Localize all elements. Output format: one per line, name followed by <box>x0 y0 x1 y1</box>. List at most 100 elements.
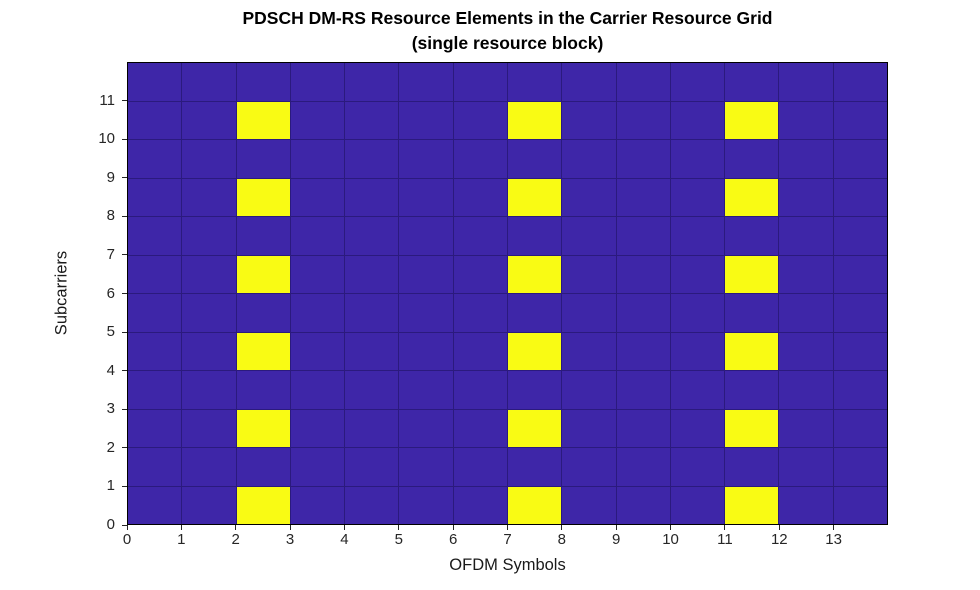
heatmap-cell <box>182 217 236 255</box>
heatmap-cell <box>182 63 236 101</box>
heatmap-cell <box>453 409 507 447</box>
heatmap-cell <box>182 371 236 409</box>
heatmap-cell <box>128 448 182 486</box>
heatmap-cell <box>833 294 887 332</box>
heatmap-cell <box>453 178 507 216</box>
dmrs-resource-element-cell <box>725 101 779 139</box>
heatmap-cell <box>670 409 725 447</box>
heatmap-cell <box>779 371 833 409</box>
y-tick-label: 0 <box>106 516 115 533</box>
heatmap-cell <box>399 371 453 409</box>
heatmap-cell <box>507 371 562 409</box>
heatmap-cell <box>399 63 453 101</box>
y-tick-label: 1 <box>106 477 115 495</box>
heatmap-cell <box>779 178 833 216</box>
heatmap-cell <box>399 294 453 332</box>
heatmap-cell <box>345 448 399 486</box>
heatmap-cell <box>562 371 616 409</box>
heatmap-cell <box>779 409 833 447</box>
heatmap-cell <box>345 409 399 447</box>
heatmap-cell <box>290 486 345 524</box>
heatmap-cell <box>725 63 779 101</box>
x-tick-mark <box>724 525 726 530</box>
heatmap-cell <box>128 255 182 293</box>
heatmap-cell <box>128 371 182 409</box>
x-tick-label: 7 <box>503 531 512 548</box>
y-tick-label: 4 <box>106 361 115 379</box>
heatmap-cell <box>670 332 725 370</box>
heatmap-cell <box>507 217 562 255</box>
heatmap-cell <box>833 101 887 139</box>
heatmap-cell <box>833 448 887 486</box>
x-tick-label: 6 <box>448 531 458 548</box>
x-tick-mark <box>235 525 237 530</box>
dmrs-resource-element-cell <box>507 255 562 293</box>
heatmap-cell <box>290 409 345 447</box>
heatmap-cell <box>399 448 453 486</box>
heatmap-cell <box>562 255 616 293</box>
y-tick-label: 6 <box>106 284 115 302</box>
heatmap-cell <box>616 409 670 447</box>
heatmap-cell <box>616 332 670 370</box>
heatmap-cell <box>616 371 670 409</box>
heatmap-cell <box>562 101 616 139</box>
heatmap-cell <box>562 217 616 255</box>
heatmap-cell <box>453 217 507 255</box>
heatmap-cell <box>290 294 345 332</box>
dmrs-resource-element-cell <box>725 409 779 447</box>
x-tick-mark <box>615 525 617 530</box>
x-tick-mark <box>180 525 182 530</box>
x-tick-labels: 0 1 2 3 4 5 6 7 8 9 10 11 12 13 <box>123 531 888 551</box>
dmrs-resource-element-cell <box>725 178 779 216</box>
heatmap-cell <box>616 294 670 332</box>
heatmap-cell <box>182 178 236 216</box>
heatmap-cell <box>345 178 399 216</box>
heatmap-cell <box>345 332 399 370</box>
heatmap-cell <box>670 140 725 178</box>
heatmap-cell <box>725 140 779 178</box>
heatmap-cell <box>236 294 290 332</box>
heatmap-cell <box>670 101 725 139</box>
heatmap-cell <box>128 63 182 101</box>
heatmap-cell <box>453 332 507 370</box>
heatmap-cell <box>670 486 725 524</box>
x-tick-label: 12 <box>770 531 788 548</box>
heatmap-cell <box>833 486 887 524</box>
dmrs-resource-element-cell <box>236 255 290 293</box>
chart-title-line1: PDSCH DM-RS Resource Elements in the Car… <box>242 8 773 28</box>
heatmap-cell <box>779 217 833 255</box>
heatmap-cell <box>345 63 399 101</box>
heatmap-cell <box>779 255 833 293</box>
x-tick-label: 8 <box>557 531 567 548</box>
heatmap-cell <box>290 63 345 101</box>
heatmap-cell <box>562 294 616 332</box>
heatmap-cell <box>182 255 236 293</box>
heatmap-cell <box>670 63 725 101</box>
x-tick-mark <box>507 525 508 530</box>
heatmap-cell <box>616 448 670 486</box>
heatmap-cell <box>779 294 833 332</box>
x-tick-mark <box>561 525 563 530</box>
x-tick-mark <box>289 525 291 530</box>
heatmap-cell <box>399 486 453 524</box>
chart-title: PDSCH DM-RS Resource Elements in the Car… <box>127 6 888 56</box>
heatmap-cell <box>779 140 833 178</box>
heatmap-cell <box>670 217 725 255</box>
x-tick-label: 10 <box>662 531 679 548</box>
x-tick-label: 3 <box>285 531 295 548</box>
heatmap-cell <box>670 448 725 486</box>
heatmap-cell <box>345 294 399 332</box>
y-tick-label: 7 <box>106 245 115 263</box>
heatmap-cell <box>833 332 887 370</box>
heatmap-cell <box>236 217 290 255</box>
heatmap-cell <box>399 255 453 293</box>
heatmap-cell <box>128 217 182 255</box>
dmrs-resource-element-cell <box>236 101 290 139</box>
y-tick-label: 11 <box>99 91 115 109</box>
heatmap-cell <box>725 448 779 486</box>
heatmap-cell <box>670 371 725 409</box>
heatmap-cell <box>182 294 236 332</box>
heatmap-cell <box>236 63 290 101</box>
heatmap-cell <box>670 294 725 332</box>
y-tick-label: 8 <box>106 207 115 225</box>
